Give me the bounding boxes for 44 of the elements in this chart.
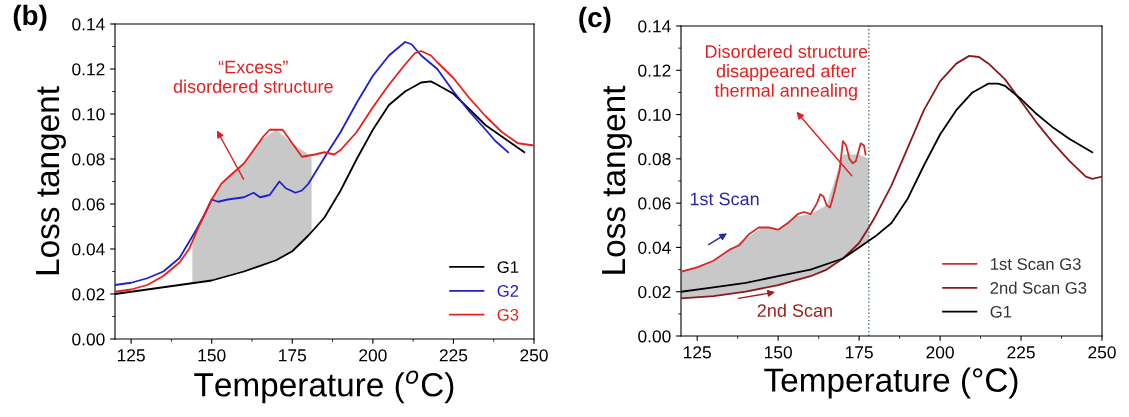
x-tick-label: 125 (117, 349, 145, 362)
annotation: Disordered structure disappeared after thermal annealing (705, 44, 868, 101)
y-tick-label: 0.08 (638, 153, 671, 166)
annotation: “Excess” disordered structure (173, 60, 333, 93)
legend-label: 1st Scan G3 (990, 258, 1081, 270)
y-tick-label: 0.06 (638, 197, 671, 210)
x-tick-label: 250 (1088, 346, 1116, 359)
annotation: 2nd Scan (757, 303, 832, 317)
legend-label: 2nd Scan G3 (990, 281, 1087, 294)
y-tick-label: 0.02 (72, 288, 105, 301)
y-tick-label: 0.12 (638, 64, 671, 77)
y-axis-title: Loss tangent (36, 86, 66, 275)
x-tick-label: 175 (279, 349, 307, 362)
y-tick-label: 0.12 (72, 63, 105, 76)
legend-label: G1 (990, 305, 1012, 318)
x-tick-label: 225 (439, 349, 468, 362)
legend-label: G2 (497, 285, 519, 297)
chart-title: (b) (13, 4, 47, 31)
y-tick-label: 0.14 (72, 18, 105, 31)
x-tick-label: 250 (520, 349, 548, 362)
y-tick-label: 0.02 (638, 285, 671, 299)
y-tick-label: 0.14 (638, 20, 671, 33)
x-tick-label: 125 (684, 346, 711, 359)
y-axis-title: Loss tangent (602, 85, 632, 274)
x-tick-label: 175 (845, 346, 873, 359)
y-tick-label: 0.10 (638, 108, 671, 122)
x-tick-label: 150 (765, 346, 792, 359)
y-tick-label: 0.00 (72, 333, 105, 346)
x-tick-label: 200 (359, 349, 387, 362)
x-axis-title: Temperature ($^{o}$C) (194, 370, 454, 404)
legend-label: G1 (497, 261, 519, 273)
y-tick-label: 0.10 (72, 108, 105, 121)
y-tick-label: 0.04 (638, 241, 671, 254)
y-tick-label: 0.08 (72, 153, 105, 166)
x-tick-label: 150 (198, 349, 226, 362)
annotation: 1st Scan (690, 192, 759, 206)
x-tick-label: 225 (1007, 346, 1035, 359)
y-tick-label: 0.00 (638, 330, 671, 343)
y-tick-label: 0.06 (72, 198, 105, 211)
x-tick-label: 200 (926, 346, 954, 359)
x-axis-title: Temperature (°C) (764, 367, 1018, 399)
legend-label: G3 (497, 308, 519, 321)
chart-title: (c) (579, 6, 611, 33)
y-tick-label: 0.04 (72, 243, 105, 256)
